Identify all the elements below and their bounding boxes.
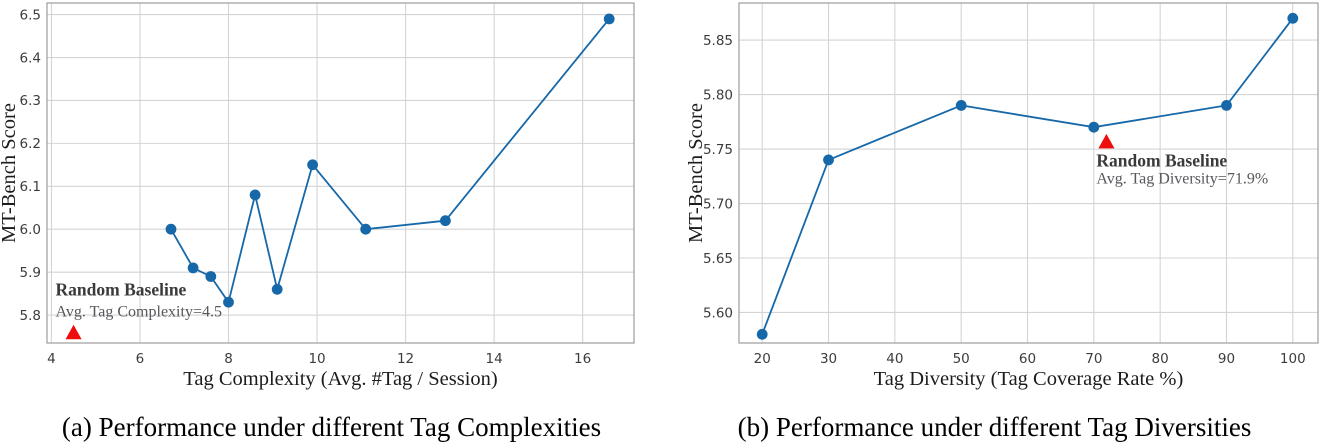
y-tick-label: 5.80 bbox=[703, 87, 733, 103]
baseline-annotation-detail: Avg. Tag Diversity=71.9% bbox=[1096, 170, 1268, 187]
baseline-annotation-detail: Avg. Tag Complexity=4.5 bbox=[56, 303, 222, 320]
data-point-marker bbox=[307, 159, 318, 171]
data-point-marker bbox=[360, 223, 372, 235]
y-tick-label: 6.1 bbox=[20, 179, 41, 195]
data-point-marker bbox=[823, 154, 834, 166]
baseline-marker-triangle bbox=[65, 324, 82, 340]
x-tick-label: 50 bbox=[953, 351, 970, 367]
data-point-marker bbox=[955, 100, 967, 111]
y-axis-label: MT-Bench Score bbox=[685, 103, 707, 243]
y-tick-label: 5.8 bbox=[20, 308, 41, 324]
caption-b: (b) Performance under different Tag Dive… bbox=[737, 412, 1252, 442]
x-tick-label: 4 bbox=[47, 351, 56, 367]
x-tick-label: 12 bbox=[397, 351, 414, 367]
y-tick-label: 6.4 bbox=[20, 50, 41, 66]
data-point-marker bbox=[271, 283, 283, 295]
x-tick-label: 6 bbox=[136, 351, 145, 367]
x-tick-label: 90 bbox=[1218, 351, 1235, 367]
y-axis-label: MT-Bench Score bbox=[0, 103, 20, 243]
x-axis-label: Tag Complexity (Avg. #Tag / Session) bbox=[183, 368, 497, 390]
data-point-marker bbox=[187, 262, 199, 274]
plot-border bbox=[738, 2, 1319, 344]
chart-panel-b: Random Baseline Avg. Tag Diversity=71.9% 2… bbox=[663, 0, 1326, 448]
data-point-marker bbox=[1287, 12, 1299, 24]
plot-border bbox=[46, 2, 635, 344]
data-point-marker bbox=[1088, 121, 1100, 133]
y-tick-label: 6.2 bbox=[20, 136, 41, 152]
data-point-marker bbox=[1221, 100, 1232, 111]
y-tick-label: 6.3 bbox=[20, 93, 41, 109]
x-tick-label: 80 bbox=[1152, 351, 1169, 367]
x-tick-label: 10 bbox=[308, 351, 325, 367]
x-axis-label: Tag Diversity (Tag Coverage Rate %) bbox=[874, 368, 1184, 390]
y-tick-label: 5.60 bbox=[703, 305, 733, 321]
data-point-marker bbox=[756, 328, 768, 340]
data-point-marker bbox=[440, 215, 451, 227]
data-point-marker bbox=[165, 223, 177, 235]
x-tick-label: 20 bbox=[754, 351, 771, 367]
x-tick-label: 100 bbox=[1280, 351, 1306, 367]
y-tick-label: 5.75 bbox=[703, 142, 733, 158]
x-tick-label: 16 bbox=[574, 351, 591, 367]
data-point-marker bbox=[205, 271, 217, 282]
y-tick-label: 5.65 bbox=[703, 251, 733, 267]
y-tick-label: 5.9 bbox=[20, 265, 41, 281]
data-point-marker bbox=[603, 13, 615, 25]
chart-a-tag-complexity: Random Baseline Avg. Tag Complexity=4.5 4 6… bbox=[0, 2, 635, 390]
baseline-annotation-title: Random Baseline bbox=[1096, 150, 1227, 170]
data-line bbox=[170, 18, 610, 304]
data-point-marker bbox=[223, 296, 234, 308]
y-tick-label: 6.0 bbox=[20, 222, 41, 238]
x-tick-label: 8 bbox=[224, 351, 233, 367]
y-tick-label: 5.85 bbox=[703, 33, 733, 49]
baseline-marker-triangle bbox=[1098, 133, 1115, 149]
x-tick-label: 30 bbox=[820, 351, 837, 367]
x-tick-label: 14 bbox=[486, 351, 503, 367]
baseline-annotation-title: Random Baseline bbox=[56, 279, 187, 299]
data-point-marker bbox=[249, 189, 261, 201]
x-tick-label: 60 bbox=[1019, 351, 1036, 367]
data-line bbox=[761, 17, 1294, 335]
chart-panel-a: Random Baseline Avg. Tag Complexity=4.5 4 6… bbox=[0, 2, 635, 442]
x-tick-label: 40 bbox=[886, 351, 903, 367]
y-tick-label: 6.5 bbox=[20, 7, 41, 23]
caption-a: (a) Performance under different Tag Comp… bbox=[61, 412, 602, 442]
y-tick-label: 5.70 bbox=[703, 196, 733, 212]
x-tick-label: 70 bbox=[1085, 351, 1102, 367]
